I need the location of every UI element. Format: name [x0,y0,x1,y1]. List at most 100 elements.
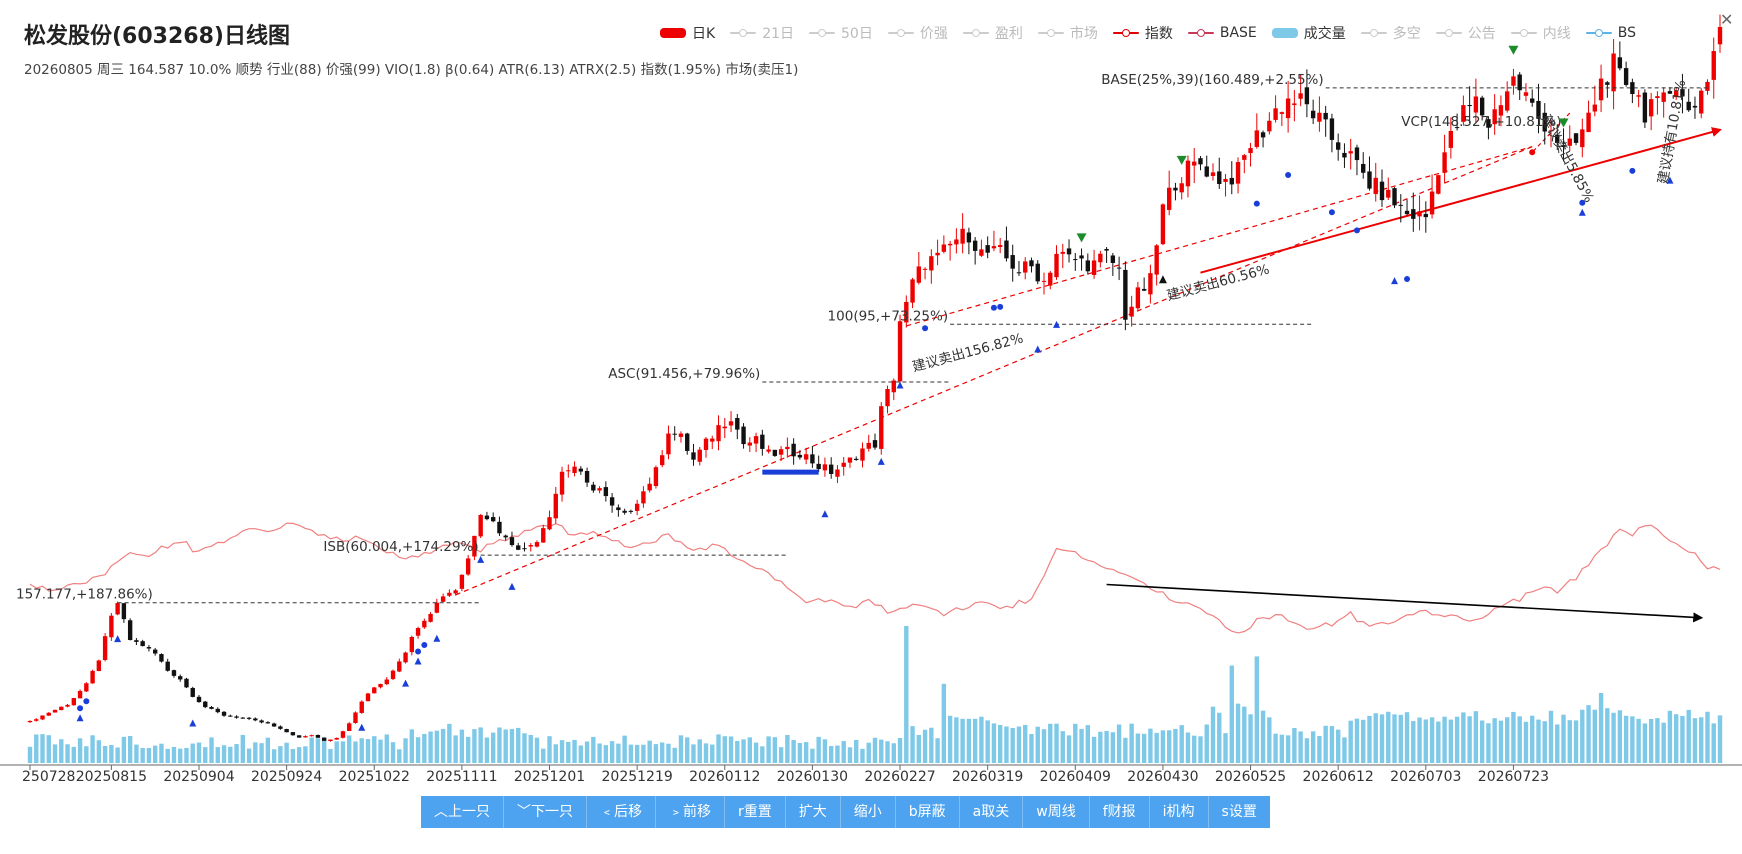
toolbar-button-12[interactable]: s设置 [1208,796,1270,828]
candle-body [1661,92,1666,102]
x-tick-label: 250728 [22,769,75,785]
close-icon[interactable]: ✕ [1720,10,1734,29]
candle-body [284,729,289,733]
candle-body [203,701,208,708]
legend-item-10[interactable]: 公告 [1435,23,1496,43]
candle [215,707,220,714]
candle-body [46,712,51,716]
volume-bar [929,727,934,763]
volume-bar [1204,724,1209,763]
candle-body [716,425,721,442]
candle-body [1398,204,1403,206]
volume-bar [685,737,690,763]
candle [1705,79,1710,95]
candle [259,719,264,724]
candle [127,618,133,641]
candle-body [1023,261,1028,273]
legend-item-9[interactable]: 多空 [1360,23,1421,43]
candle [747,437,753,452]
legend-item-11[interactable]: 内线 [1510,23,1571,43]
volume-bar [1379,714,1385,763]
candle [1404,199,1410,216]
volume-bar [1066,735,1072,763]
candle [1098,250,1103,268]
toolbar-button-11[interactable]: i机构 [1149,796,1209,828]
legend-item-4[interactable]: 盈利 [962,23,1023,43]
candle [1335,133,1341,161]
legend-item-7[interactable]: BASE [1187,25,1257,41]
candle-body [1279,112,1285,114]
toolbar-button-0[interactable]: ︿上一只 [421,796,504,828]
toolbar-button-9[interactable]: w周线 [1023,796,1090,828]
candle [1148,264,1153,304]
legend-item-3[interactable]: 价强 [887,23,948,43]
volume-bar [146,747,152,763]
base-label: 100(95,+73.25%) [828,308,949,324]
candle [90,669,95,684]
chart-canvas[interactable]: 250728 20250815 20250904 20250924 20251022 20… [0,0,1742,790]
legend-item-0[interactable]: 日K [660,23,715,43]
toolbar-button-5[interactable]: 扩大 [785,796,841,828]
candle-body [1329,118,1335,140]
candle-body [140,641,145,647]
candle-body [760,434,765,449]
legend-item-8[interactable]: 成交量 [1271,23,1346,43]
volume-bar [1442,716,1447,763]
legend-item-2[interactable]: 50日 [809,23,873,43]
toolbar-button-6[interactable]: 缩小 [840,796,896,828]
candle [1361,152,1366,179]
candle-body [465,558,471,575]
candle [785,437,790,458]
volume-bar [547,736,552,763]
toolbar-button-10[interactable]: f财报 [1089,796,1150,828]
candle-body [791,443,796,457]
volume-bar [34,734,39,763]
volume-bar [353,741,358,763]
candle [27,720,33,723]
candle-body [559,471,565,495]
blue-triangle-marker [821,510,829,518]
volume-bar [991,723,997,763]
legend-swatch-icon [1037,27,1064,39]
toolbar-button-1[interactable]: ﹀下一只 [504,796,587,828]
volume-bar [578,745,584,763]
volume-bar [303,746,308,763]
volume-bar [1680,715,1685,763]
candle-body [672,433,677,435]
volume-bar [290,749,296,763]
candle [1242,153,1247,174]
volume-bar [440,728,446,763]
volume-bar [1661,722,1666,763]
toolbar-button-8[interactable]: a取关 [959,796,1024,828]
toolbar-button-4[interactable]: r重置 [725,796,786,828]
volume-bar [628,744,634,763]
candle [697,446,702,466]
blue-triangle-marker [189,719,197,727]
candle [772,449,778,457]
legend-item-6[interactable]: 指数 [1112,23,1173,43]
candle-body [1605,82,1610,85]
candle-body [1423,213,1429,218]
candle-body [609,497,615,506]
volume-bar [234,744,239,763]
legend-item-5[interactable]: 市场 [1037,23,1098,43]
candle [1486,116,1491,140]
trend-line-solid [1200,127,1722,274]
candle [1454,113,1460,131]
legend-item-12[interactable]: BS [1585,25,1636,41]
candle [1711,37,1716,99]
toolbar-button-3[interactable]: ﹥前移 [656,796,725,828]
volume-bar [516,727,521,763]
legend-item-1[interactable]: 21日 [730,23,794,43]
blue-dot-marker [77,705,84,712]
candle-body [59,706,64,711]
volume-bar [1611,712,1616,763]
candle [353,711,358,724]
candle [559,466,565,502]
candle [1717,14,1723,53]
volume-bar [84,746,89,763]
candle-body [1642,92,1648,123]
toolbar-button-2[interactable]: ﹤后移 [587,796,656,828]
volume-bar [1310,731,1316,763]
toolbar-button-7[interactable]: b屏蔽 [895,796,960,828]
